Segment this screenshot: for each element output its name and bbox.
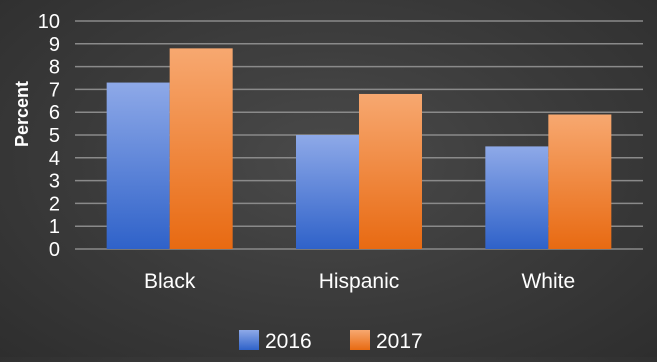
x-tick-label: Black <box>144 270 196 293</box>
bar-2016-hispanic <box>296 135 359 249</box>
y-tick-label: 3 <box>49 171 60 193</box>
legend-label: 2017 <box>376 330 423 353</box>
y-tick-label: 4 <box>49 148 60 170</box>
bar-2017-white <box>548 114 612 249</box>
y-axis-label: Percent <box>12 81 32 147</box>
y-tick-label: 7 <box>49 79 60 101</box>
bar-2017-black <box>169 48 233 249</box>
legend: 2016 2017 <box>239 330 423 353</box>
x-tick-label: White <box>521 270 575 293</box>
x-tick-label: Hispanic <box>319 270 400 293</box>
y-tick-label: 5 <box>49 125 60 147</box>
x-axis-labels: Black Hispanic White <box>144 270 575 293</box>
y-tick-label: 10 <box>38 11 60 33</box>
legend-swatch <box>239 330 259 350</box>
y-tick-label: 6 <box>49 102 60 124</box>
y-tick-label: 9 <box>49 34 60 56</box>
y-tick-label: 0 <box>49 239 60 261</box>
legend-swatch <box>350 330 370 350</box>
y-tick-label: 2 <box>49 193 60 215</box>
bars <box>106 48 612 250</box>
y-tick-label: 1 <box>49 216 60 238</box>
bar-2016-white <box>485 146 549 249</box>
legend-label: 2016 <box>265 330 312 353</box>
bar-2017-hispanic <box>359 93 422 250</box>
y-tick-label: 8 <box>49 57 60 79</box>
bar-2016-black <box>106 82 170 249</box>
